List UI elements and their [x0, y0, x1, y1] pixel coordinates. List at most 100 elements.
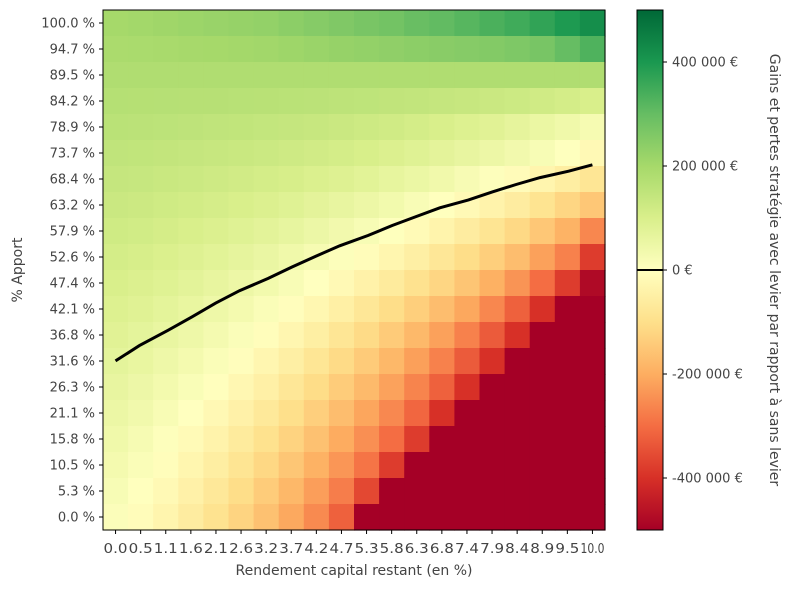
heatmap-cell — [178, 270, 204, 297]
heatmap-cell — [153, 400, 179, 427]
heatmap-cell — [354, 478, 380, 505]
heatmap-cell — [203, 140, 230, 167]
heatmap-cell — [178, 166, 204, 193]
heatmap-cell — [328, 478, 355, 505]
heatmap-cell — [328, 166, 355, 193]
heatmap-cell — [479, 114, 506, 141]
heatmap-cell — [379, 426, 405, 453]
heatmap-cell — [128, 10, 154, 37]
heatmap-cell — [429, 10, 455, 37]
heatmap-cell — [379, 400, 405, 427]
heatmap-cell — [579, 400, 606, 427]
heatmap-cell — [253, 478, 280, 505]
heatmap-cell — [354, 322, 380, 349]
heatmap-cell — [404, 140, 430, 167]
heatmap-cell — [203, 62, 230, 89]
heatmap-cell — [504, 478, 531, 505]
heatmap-cell — [354, 140, 380, 167]
heatmap-cell — [404, 88, 430, 115]
heatmap-cell — [228, 218, 255, 245]
heatmap-cell — [529, 192, 556, 219]
heatmap-cell — [253, 166, 280, 193]
heatmap-cell — [479, 374, 506, 401]
y-tick-label: 84.2 % — [50, 95, 95, 110]
heatmap-cell — [429, 218, 455, 245]
heatmap-cell — [128, 504, 154, 531]
heatmap-cell — [328, 36, 355, 63]
colorbar-tick-label: -200 000 € — [672, 368, 743, 383]
heatmap-cell — [303, 62, 330, 89]
heatmap-cell — [504, 322, 531, 349]
y-tick-label: 31.6 % — [50, 355, 95, 370]
y-tick-label: 5.3 % — [58, 485, 95, 500]
heatmap-cell — [504, 374, 531, 401]
heatmap-cell — [454, 36, 481, 63]
heatmap-cell — [328, 400, 355, 427]
heatmap-cell — [153, 114, 179, 141]
y-tick-label: 57.9 % — [50, 225, 95, 240]
heatmap-cell — [529, 270, 556, 297]
heatmap-cell — [278, 88, 305, 115]
heatmap-cell — [203, 400, 230, 427]
heatmap-cell — [479, 348, 506, 375]
x-tick-label: 0.0 — [104, 542, 128, 557]
heatmap-cell — [379, 374, 405, 401]
heatmap-cell — [554, 452, 581, 479]
heatmap-cell — [253, 244, 280, 271]
heatmap-cell — [278, 140, 305, 167]
heatmap-cell — [379, 10, 405, 37]
heatmap-cell — [479, 322, 506, 349]
heatmap-cell — [379, 322, 405, 349]
heatmap-cell — [554, 504, 581, 531]
heatmap-cell — [454, 348, 481, 375]
heatmap-cell — [153, 10, 179, 37]
heatmap-cell — [454, 504, 481, 531]
x-tick-label: 1.6 — [179, 542, 203, 557]
heatmap-cell — [579, 504, 606, 531]
heatmap-cell — [253, 114, 280, 141]
heatmap-cell — [454, 218, 481, 245]
heatmap-cell — [379, 244, 405, 271]
heatmap-cell — [203, 166, 230, 193]
heatmap-cell — [479, 296, 506, 323]
heatmap-cell — [303, 426, 330, 453]
heatmap-cell — [278, 478, 305, 505]
heatmap-cell — [178, 192, 204, 219]
heatmap-cell — [178, 478, 204, 505]
heatmap-cell — [429, 244, 455, 271]
heatmap-cell — [579, 140, 606, 167]
heatmap-cell — [203, 270, 230, 297]
x-tick-label: 0.5 — [129, 542, 153, 557]
heatmap-cell — [529, 218, 556, 245]
colorbar-title: Gains et pertes stratégie avec levier pa… — [766, 54, 782, 487]
heatmap-cell — [103, 36, 129, 63]
heatmap-cell — [454, 426, 481, 453]
heatmap-cell — [228, 426, 255, 453]
heatmap-cell — [228, 322, 255, 349]
y-tick-label: 42.1 % — [50, 303, 95, 318]
y-tick-labels: 100.0 % 94.7 % 89.5 % 84.2 % 78.9 % 73.7 % 68.… — [41, 17, 103, 526]
heatmap-cell — [228, 478, 255, 505]
heatmap-cell — [153, 244, 179, 271]
heatmap-cell — [504, 270, 531, 297]
heatmap-cell — [228, 62, 255, 89]
x-tick-label: 8.4 — [505, 542, 529, 557]
heatmap-cell — [579, 374, 606, 401]
heatmap-cell — [178, 114, 204, 141]
heatmap-cell — [328, 426, 355, 453]
heatmap-cell — [354, 36, 380, 63]
heatmap-cell — [504, 400, 531, 427]
x-tick-label: 2.6 — [229, 542, 253, 557]
heatmap-cell — [253, 374, 280, 401]
heatmap-cell — [303, 374, 330, 401]
heatmap-cell — [479, 244, 506, 271]
heatmap-cell — [228, 374, 255, 401]
heatmap-cell — [303, 296, 330, 323]
heatmap-cell — [228, 270, 255, 297]
heatmap-cell — [103, 322, 129, 349]
heatmap-cell — [479, 140, 506, 167]
heatmap-cell — [228, 10, 255, 37]
zero-contour-line — [114, 163, 593, 363]
heatmap-cell — [379, 270, 405, 297]
heatmap-cell — [429, 140, 455, 167]
